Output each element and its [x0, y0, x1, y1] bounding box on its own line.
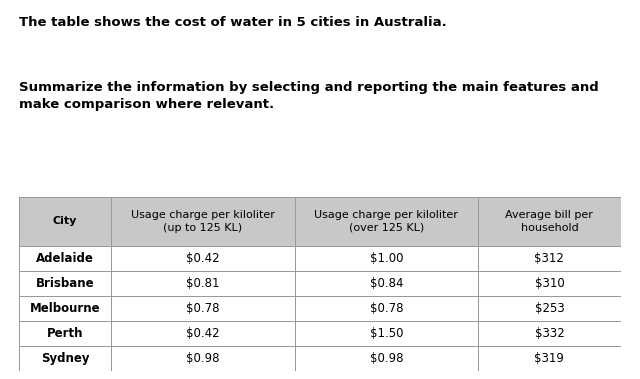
Text: $319: $319 [534, 352, 564, 365]
Text: The table shows the cost of water in 5 cities in Australia.: The table shows the cost of water in 5 c… [19, 16, 447, 29]
Bar [111, 246, 294, 271]
Bar [19, 271, 111, 296]
Bar [478, 296, 621, 321]
Bar [294, 321, 478, 346]
Text: $0.78: $0.78 [186, 302, 220, 315]
Bar [111, 346, 294, 371]
Bar [19, 296, 111, 321]
Text: $0.81: $0.81 [186, 277, 220, 290]
Bar [19, 321, 111, 346]
Text: Usage charge per kiloliter
(up to 125 KL): Usage charge per kiloliter (up to 125 KL… [131, 210, 275, 233]
Bar [294, 346, 478, 371]
Text: $0.42: $0.42 [186, 252, 220, 265]
Bar [111, 197, 294, 246]
Text: Adelaide: Adelaide [36, 252, 94, 265]
Text: Perth: Perth [47, 327, 83, 340]
Text: $310: $310 [534, 277, 564, 290]
Text: $0.78: $0.78 [369, 302, 403, 315]
Bar [19, 346, 111, 371]
Text: Melbourne: Melbourne [30, 302, 100, 315]
Bar [111, 321, 294, 346]
Bar [19, 321, 621, 346]
Text: $1.50: $1.50 [369, 327, 403, 340]
Bar [478, 271, 621, 296]
Bar [19, 346, 621, 371]
Bar [111, 271, 294, 296]
Text: $1.00: $1.00 [369, 252, 403, 265]
Text: $0.84: $0.84 [369, 277, 403, 290]
Text: Summarize the information by selecting and reporting the main features and
make : Summarize the information by selecting a… [19, 81, 599, 111]
Text: Brisbane: Brisbane [36, 277, 94, 290]
Bar [478, 346, 621, 371]
Bar [19, 271, 621, 296]
Bar [478, 246, 621, 271]
Bar [294, 271, 478, 296]
Bar [478, 197, 621, 246]
Bar [294, 197, 478, 246]
Bar [19, 197, 111, 246]
Bar [478, 321, 621, 346]
Text: $253: $253 [534, 302, 564, 315]
Text: $0.98: $0.98 [186, 352, 220, 365]
Bar [294, 246, 478, 271]
Text: Average bill per
household: Average bill per household [506, 210, 593, 233]
Bar [19, 246, 111, 271]
Bar [19, 246, 621, 271]
Text: $332: $332 [534, 327, 564, 340]
Bar [294, 296, 478, 321]
Bar [111, 296, 294, 321]
Bar [19, 296, 621, 321]
Text: Sydney: Sydney [41, 352, 90, 365]
Text: $0.42: $0.42 [186, 327, 220, 340]
Text: $312: $312 [534, 252, 564, 265]
Text: City: City [53, 216, 77, 227]
Bar [19, 197, 621, 246]
Text: Usage charge per kiloliter
(over 125 KL): Usage charge per kiloliter (over 125 KL) [314, 210, 458, 233]
Text: $0.98: $0.98 [369, 352, 403, 365]
